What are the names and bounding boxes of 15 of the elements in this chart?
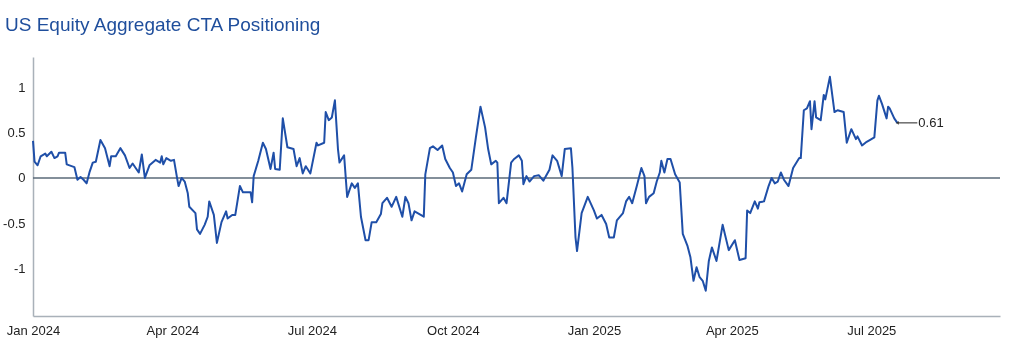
x-tick-label: Oct 2024	[427, 322, 480, 338]
x-tick-label: Jan 2025	[567, 322, 622, 338]
line-series	[32, 75, 899, 292]
x-tick-label: Jul 2024	[287, 322, 337, 338]
y-tick-label: -1	[13, 260, 26, 276]
y-tick-label: 1	[18, 80, 26, 96]
y-tick-label: 0	[18, 170, 26, 186]
x-tick-label: Apr 2024	[146, 322, 200, 338]
x-tick-label: Apr 2025	[705, 322, 759, 338]
y-tick-label: 0.5	[7, 125, 26, 141]
annotation: 0.61	[918, 114, 944, 130]
chart-title: US Equity Aggregate CTA Positioning	[5, 14, 321, 35]
y-tick-label: -0.5	[3, 215, 26, 231]
x-tick-label: Jan 2024	[6, 322, 61, 338]
x-tick-label: Jul 2025	[847, 322, 897, 338]
